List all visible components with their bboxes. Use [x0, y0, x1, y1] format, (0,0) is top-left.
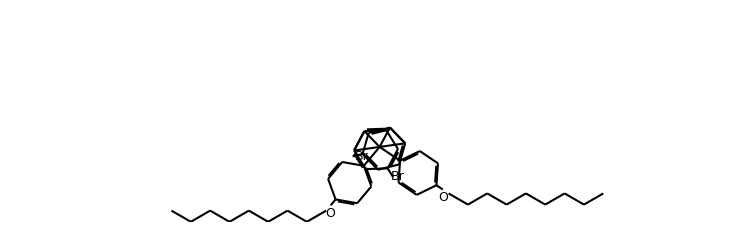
Text: O: O [439, 191, 449, 204]
Text: O: O [325, 207, 335, 220]
Text: Br: Br [355, 150, 368, 163]
Text: Br: Br [391, 170, 405, 183]
